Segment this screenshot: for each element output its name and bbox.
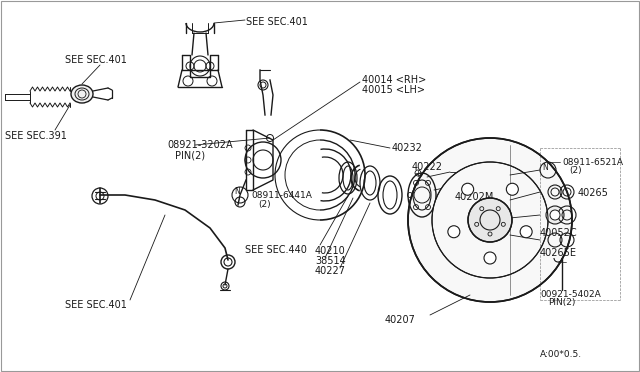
Text: 40265: 40265 (578, 188, 609, 198)
Text: 40014 <RH>: 40014 <RH> (362, 75, 426, 85)
Text: 38514: 38514 (315, 256, 346, 266)
Text: N: N (234, 187, 240, 196)
Text: PIN(2): PIN(2) (548, 298, 575, 307)
Circle shape (546, 206, 564, 224)
Text: 40232: 40232 (392, 143, 423, 153)
Circle shape (461, 183, 474, 195)
Text: SEE SEC.440: SEE SEC.440 (245, 245, 307, 255)
Text: 40207: 40207 (385, 315, 416, 325)
Text: 40227: 40227 (315, 266, 346, 276)
Text: (2): (2) (569, 166, 582, 175)
Circle shape (408, 138, 572, 302)
Text: A:00*0.5.: A:00*0.5. (540, 350, 582, 359)
Text: 40015 <LH>: 40015 <LH> (362, 85, 425, 95)
Text: 40265E: 40265E (540, 248, 577, 258)
Text: SEE SEC.401: SEE SEC.401 (65, 300, 127, 310)
Text: 40202M: 40202M (455, 192, 494, 202)
Text: 40052C: 40052C (540, 228, 578, 238)
Text: 08911-6521A: 08911-6521A (562, 158, 623, 167)
Text: SEE SEC.401: SEE SEC.401 (65, 55, 127, 65)
Text: 40222: 40222 (412, 162, 443, 172)
Text: 40210: 40210 (315, 246, 346, 256)
Text: SEE SEC.401: SEE SEC.401 (246, 17, 308, 27)
Ellipse shape (71, 85, 93, 103)
Text: 08911-6441A: 08911-6441A (251, 191, 312, 200)
Text: PIN(2): PIN(2) (175, 150, 205, 160)
Text: (2): (2) (258, 200, 271, 209)
Text: 00921-5402A: 00921-5402A (540, 290, 601, 299)
Text: 08921-3202A: 08921-3202A (167, 140, 232, 150)
Circle shape (520, 226, 532, 238)
Circle shape (484, 252, 496, 264)
Circle shape (432, 162, 548, 278)
Text: N: N (542, 163, 548, 171)
Circle shape (448, 226, 460, 238)
Circle shape (506, 183, 518, 195)
Text: SEE SEC.391: SEE SEC.391 (5, 131, 67, 141)
Circle shape (550, 210, 560, 220)
Circle shape (468, 198, 512, 242)
